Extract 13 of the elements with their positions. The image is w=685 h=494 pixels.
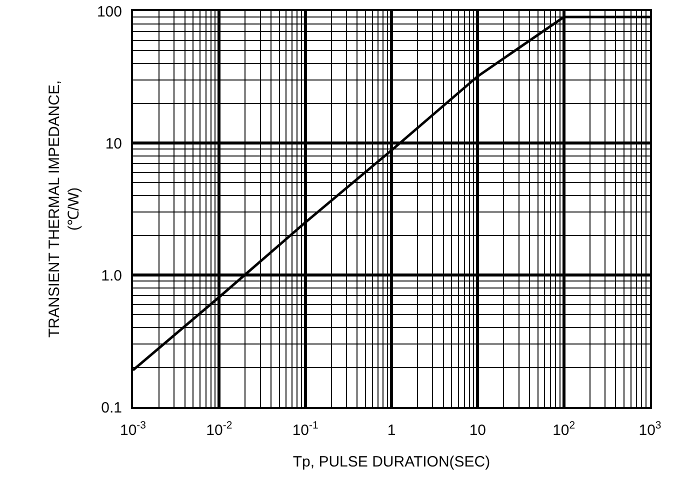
x-tick-label: 10$^{2}$ (552, 420, 576, 439)
y-tick-label: 0.1 (101, 399, 122, 416)
x-axis-title: Tp, PULSE DURATION(SEC) (292, 454, 490, 470)
x-tick-label: 10$^{-3}$ (120, 420, 146, 439)
x-tick-label: 10$^{3}$ (638, 420, 662, 439)
y-tick-label: 10 (105, 135, 122, 152)
y-tick-label: 100 (96, 3, 122, 20)
y-tick-label: 1.0 (101, 267, 122, 284)
y-axis-title: TRANSIENT THERMAL IMPEDANCE, (℃/W) (46, 80, 83, 338)
x-tick-label: 10$^{-2}$ (206, 420, 232, 439)
x-tick-label: 10 (469, 422, 486, 439)
x-tick-label: 1 (387, 422, 396, 439)
x-tick-label: 10$^{-1}$ (292, 420, 318, 439)
